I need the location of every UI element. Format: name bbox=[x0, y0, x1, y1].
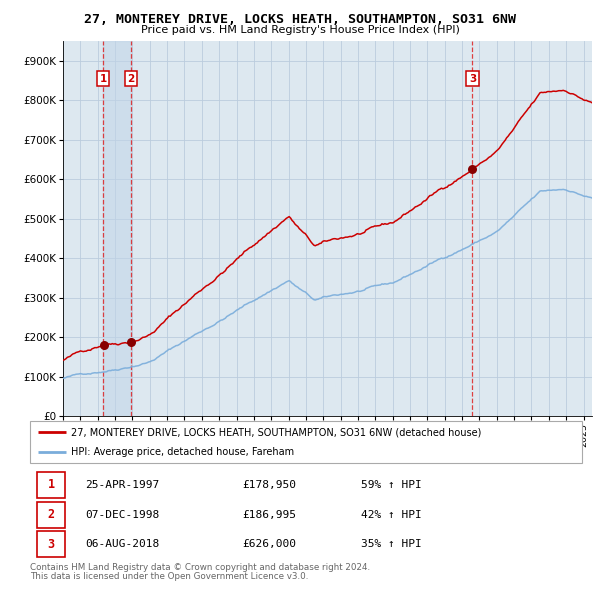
Text: £186,995: £186,995 bbox=[242, 510, 296, 520]
Text: 06-AUG-2018: 06-AUG-2018 bbox=[85, 539, 160, 549]
FancyBboxPatch shape bbox=[37, 532, 65, 558]
Text: HPI: Average price, detached house, Fareham: HPI: Average price, detached house, Fare… bbox=[71, 447, 295, 457]
Text: 42% ↑ HPI: 42% ↑ HPI bbox=[361, 510, 422, 520]
Text: 35% ↑ HPI: 35% ↑ HPI bbox=[361, 539, 422, 549]
Text: 1: 1 bbox=[100, 74, 107, 84]
Text: 2: 2 bbox=[128, 74, 135, 84]
Text: 59% ↑ HPI: 59% ↑ HPI bbox=[361, 480, 422, 490]
Text: 27, MONTEREY DRIVE, LOCKS HEATH, SOUTHAMPTON, SO31 6NW: 27, MONTEREY DRIVE, LOCKS HEATH, SOUTHAM… bbox=[84, 13, 516, 26]
Text: 2: 2 bbox=[47, 508, 55, 521]
Text: 07-DEC-1998: 07-DEC-1998 bbox=[85, 510, 160, 520]
Text: 27, MONTEREY DRIVE, LOCKS HEATH, SOUTHAMPTON, SO31 6NW (detached house): 27, MONTEREY DRIVE, LOCKS HEATH, SOUTHAM… bbox=[71, 427, 482, 437]
Text: £178,950: £178,950 bbox=[242, 480, 296, 490]
Text: 25-APR-1997: 25-APR-1997 bbox=[85, 480, 160, 490]
Text: Contains HM Land Registry data © Crown copyright and database right 2024.: Contains HM Land Registry data © Crown c… bbox=[30, 563, 370, 572]
Text: £626,000: £626,000 bbox=[242, 539, 296, 549]
Text: Price paid vs. HM Land Registry's House Price Index (HPI): Price paid vs. HM Land Registry's House … bbox=[140, 25, 460, 35]
FancyBboxPatch shape bbox=[37, 471, 65, 498]
Bar bbox=[103, 41, 131, 416]
FancyBboxPatch shape bbox=[30, 421, 582, 463]
FancyBboxPatch shape bbox=[37, 502, 65, 527]
Text: This data is licensed under the Open Government Licence v3.0.: This data is licensed under the Open Gov… bbox=[30, 572, 308, 581]
Text: 3: 3 bbox=[47, 538, 55, 551]
Text: 1: 1 bbox=[47, 478, 55, 491]
Text: 3: 3 bbox=[469, 74, 476, 84]
